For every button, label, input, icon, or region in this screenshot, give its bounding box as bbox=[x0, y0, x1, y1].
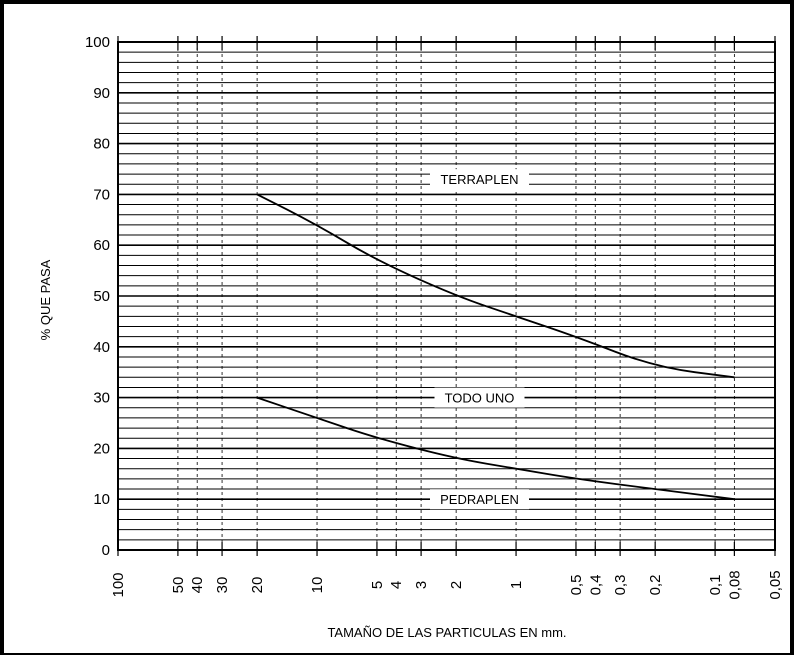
y-tick-label: 70 bbox=[93, 186, 110, 203]
x-tick-label: 0,3 bbox=[612, 575, 629, 596]
zone-label: TODO UNO bbox=[445, 391, 515, 406]
y-tick-label: 10 bbox=[93, 491, 110, 508]
zone-label-bg bbox=[434, 387, 525, 408]
x-tick-label: 3 bbox=[413, 581, 430, 589]
zone-label-bg bbox=[430, 169, 529, 190]
y-tick-label: 50 bbox=[93, 288, 110, 305]
y-tick-label: 40 bbox=[93, 339, 110, 356]
x-axis-ticks: 100 50 40 30 20 10 5 4 3 2 1 0,5 0,4 0,3 0,2 0,1 0,08 0,0… bbox=[110, 570, 784, 599]
zone-label: PEDRAPLEN bbox=[440, 492, 519, 507]
series-curve bbox=[256, 193, 735, 379]
x-tick-label: 0,4 bbox=[587, 575, 604, 596]
x-tick-label: 20 bbox=[249, 577, 266, 594]
y-tick-label: 20 bbox=[93, 440, 110, 457]
x-tick-label: 30 bbox=[214, 577, 231, 594]
x-tick-label: 0,5 bbox=[568, 575, 585, 596]
x-tick-label: 100 bbox=[110, 572, 127, 597]
x-tick-label: 5 bbox=[369, 581, 386, 589]
zone-label-bg bbox=[430, 489, 529, 510]
x-tick-label: 40 bbox=[189, 577, 206, 594]
zone-labels: TERRAPLEN TODO UNO PEDRAPLEN bbox=[430, 169, 529, 510]
x-tick-label: 0,05 bbox=[767, 570, 784, 599]
y-tick-label: 90 bbox=[93, 85, 110, 102]
x-tick-label: 1 bbox=[508, 581, 525, 589]
y-tick-label: 0 bbox=[102, 542, 110, 559]
y-axis-title: % QUE PASA bbox=[38, 259, 53, 340]
zone-label: TERRAPLEN bbox=[440, 172, 518, 187]
series-curve bbox=[256, 396, 735, 501]
y-tick-label: 30 bbox=[93, 390, 110, 407]
x-tick-label: 4 bbox=[388, 581, 405, 589]
y-tick-label: 100 bbox=[85, 34, 110, 51]
horizontal-grid bbox=[118, 41, 775, 551]
plot-area-border bbox=[117, 41, 776, 551]
x-tick-label: 50 bbox=[170, 577, 187, 594]
x-tick-label: 10 bbox=[309, 577, 326, 594]
y-tick-label: 80 bbox=[93, 136, 110, 153]
x-tick-label: 0,08 bbox=[726, 570, 743, 599]
y-axis-ticks: 0 10 20 30 40 50 60 70 80 90 100 bbox=[85, 34, 110, 559]
curves bbox=[256, 193, 735, 501]
x-tick-label: 2 bbox=[448, 581, 465, 589]
y-tick-label: 60 bbox=[93, 237, 110, 254]
x-tick-label: 0,1 bbox=[707, 575, 724, 596]
x-tick-label: 0,2 bbox=[647, 575, 664, 596]
x-axis-title: TAMAÑO DE LAS PARTICULAS EN mm. bbox=[327, 625, 566, 640]
